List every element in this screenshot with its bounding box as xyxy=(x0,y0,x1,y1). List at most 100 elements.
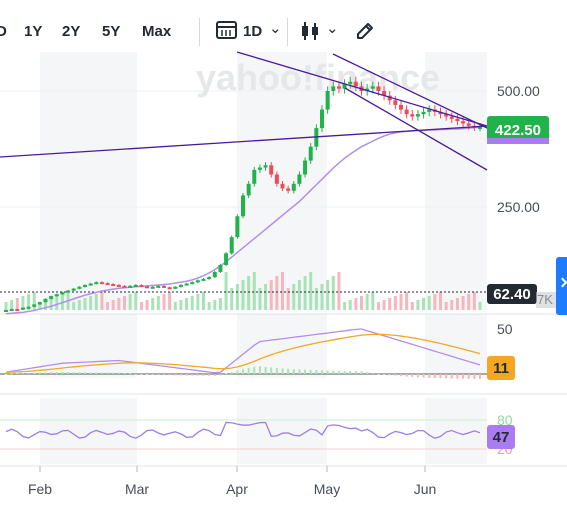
macd-histogram-bar xyxy=(326,370,329,374)
macd-histogram-bar xyxy=(321,370,323,374)
candle-body xyxy=(269,165,274,175)
volume-bar xyxy=(128,294,132,310)
volume-bar xyxy=(472,292,476,310)
macd-histogram-bar xyxy=(337,370,340,374)
macd-histogram-bar xyxy=(44,372,47,374)
month-band xyxy=(237,52,327,310)
volume-bar xyxy=(162,294,166,310)
month-band xyxy=(237,314,327,378)
candle-body xyxy=(449,116,454,119)
range-button-partial[interactable]: D xyxy=(0,23,7,40)
candle-body xyxy=(9,309,14,312)
expand-panel-tab[interactable] xyxy=(556,257,567,315)
candle-body xyxy=(466,123,471,126)
volume-bar xyxy=(117,298,121,310)
macd-histogram-bar xyxy=(61,371,64,374)
range-button-5y[interactable]: 5Y xyxy=(102,23,121,40)
candle-body xyxy=(444,114,449,117)
volume-bar xyxy=(10,300,14,310)
ma-price-tag xyxy=(487,138,549,144)
macd-histogram-bar xyxy=(287,368,290,374)
macd-histogram-bar xyxy=(281,368,284,374)
range-button-max[interactable]: Max xyxy=(142,23,172,40)
volume-bar xyxy=(297,280,301,310)
calendar-icon[interactable] xyxy=(216,20,238,40)
range-button-1y[interactable]: 1Y xyxy=(24,23,43,40)
watermark-logo: yahoo!finance xyxy=(196,57,440,98)
candle-body xyxy=(218,265,223,272)
candle-body xyxy=(20,307,25,310)
price-tick-label: 250.00 xyxy=(497,199,540,215)
volume-bar xyxy=(331,276,335,310)
candle-body xyxy=(94,282,99,285)
candle-body xyxy=(133,284,138,287)
volume-bar xyxy=(455,298,459,310)
macd-histogram-bar xyxy=(456,374,459,379)
macd-histogram-bar xyxy=(112,372,115,374)
candle-body xyxy=(167,287,172,290)
macd-histogram-bar xyxy=(100,372,103,374)
macd-histogram-bar xyxy=(146,374,149,375)
macd-histogram-bar xyxy=(304,369,307,374)
macd-histogram-bar xyxy=(151,374,154,375)
macd-histogram-bar xyxy=(21,373,24,374)
candle-body xyxy=(421,111,426,115)
macd-tick-label: 50 xyxy=(497,321,513,337)
price-badge-text: 422.50 xyxy=(495,122,541,139)
month-band xyxy=(237,398,327,464)
month-band xyxy=(425,52,487,310)
rsi-badge-text: 47 xyxy=(493,429,510,446)
candle-body xyxy=(297,174,302,184)
macd-histogram-bar xyxy=(388,374,391,376)
volume-bar xyxy=(461,296,465,310)
range-button-2y[interactable]: 2Y xyxy=(62,23,81,40)
volume-bar xyxy=(4,302,8,310)
volume-bar xyxy=(72,302,76,310)
macd-histogram-bar xyxy=(196,374,199,376)
volume-bar xyxy=(258,288,262,310)
macd-histogram-bar xyxy=(134,373,137,375)
macd-histogram-bar xyxy=(433,374,436,378)
candlestick-icon[interactable] xyxy=(300,20,322,42)
candle-body xyxy=(212,271,217,278)
toolbar-divider xyxy=(287,18,288,46)
rsi-badge-bg xyxy=(487,425,515,449)
macd-histogram-bar xyxy=(445,374,448,379)
candle-body xyxy=(43,298,48,303)
macd-histogram-bar xyxy=(275,367,278,374)
interval-chevron-icon[interactable]: ⌄ xyxy=(269,20,282,37)
draw-pencil-icon[interactable] xyxy=(354,20,376,42)
month-band xyxy=(425,314,487,378)
x-month-label: Feb xyxy=(28,481,52,497)
macd-histogram-bar xyxy=(163,374,165,376)
macd-histogram-bar xyxy=(10,373,13,375)
macd-histogram-bar xyxy=(168,374,171,376)
volume-bar xyxy=(405,292,409,310)
interval-button[interactable]: 1D xyxy=(243,23,263,40)
candle-body xyxy=(60,292,65,295)
macd-histogram-bar xyxy=(157,374,160,375)
volume-bar xyxy=(44,300,47,310)
macd-histogram-bar xyxy=(258,366,261,374)
candle-body xyxy=(291,183,296,191)
chart-type-chevron-icon[interactable]: ⌄ xyxy=(326,20,339,37)
volume-bar xyxy=(275,276,279,310)
macd-histogram-bar xyxy=(95,372,98,374)
candle-body xyxy=(139,284,144,287)
candle-body xyxy=(156,285,161,288)
candle-body xyxy=(263,165,268,168)
macd-histogram-bar xyxy=(140,374,143,375)
volume-bar xyxy=(439,292,442,310)
volume-bar xyxy=(427,296,431,310)
macd-histogram-bar xyxy=(174,374,177,376)
macd-histogram-bar xyxy=(366,372,369,374)
chevron-left-icon xyxy=(557,277,567,288)
candle-body xyxy=(382,91,387,96)
candle-body xyxy=(37,302,42,305)
macd-histogram-bar xyxy=(479,374,481,380)
macd-histogram-bar xyxy=(416,374,419,378)
macd-histogram-bar xyxy=(360,371,363,374)
x-month-label: Mar xyxy=(125,481,149,497)
candle-body xyxy=(461,121,466,124)
